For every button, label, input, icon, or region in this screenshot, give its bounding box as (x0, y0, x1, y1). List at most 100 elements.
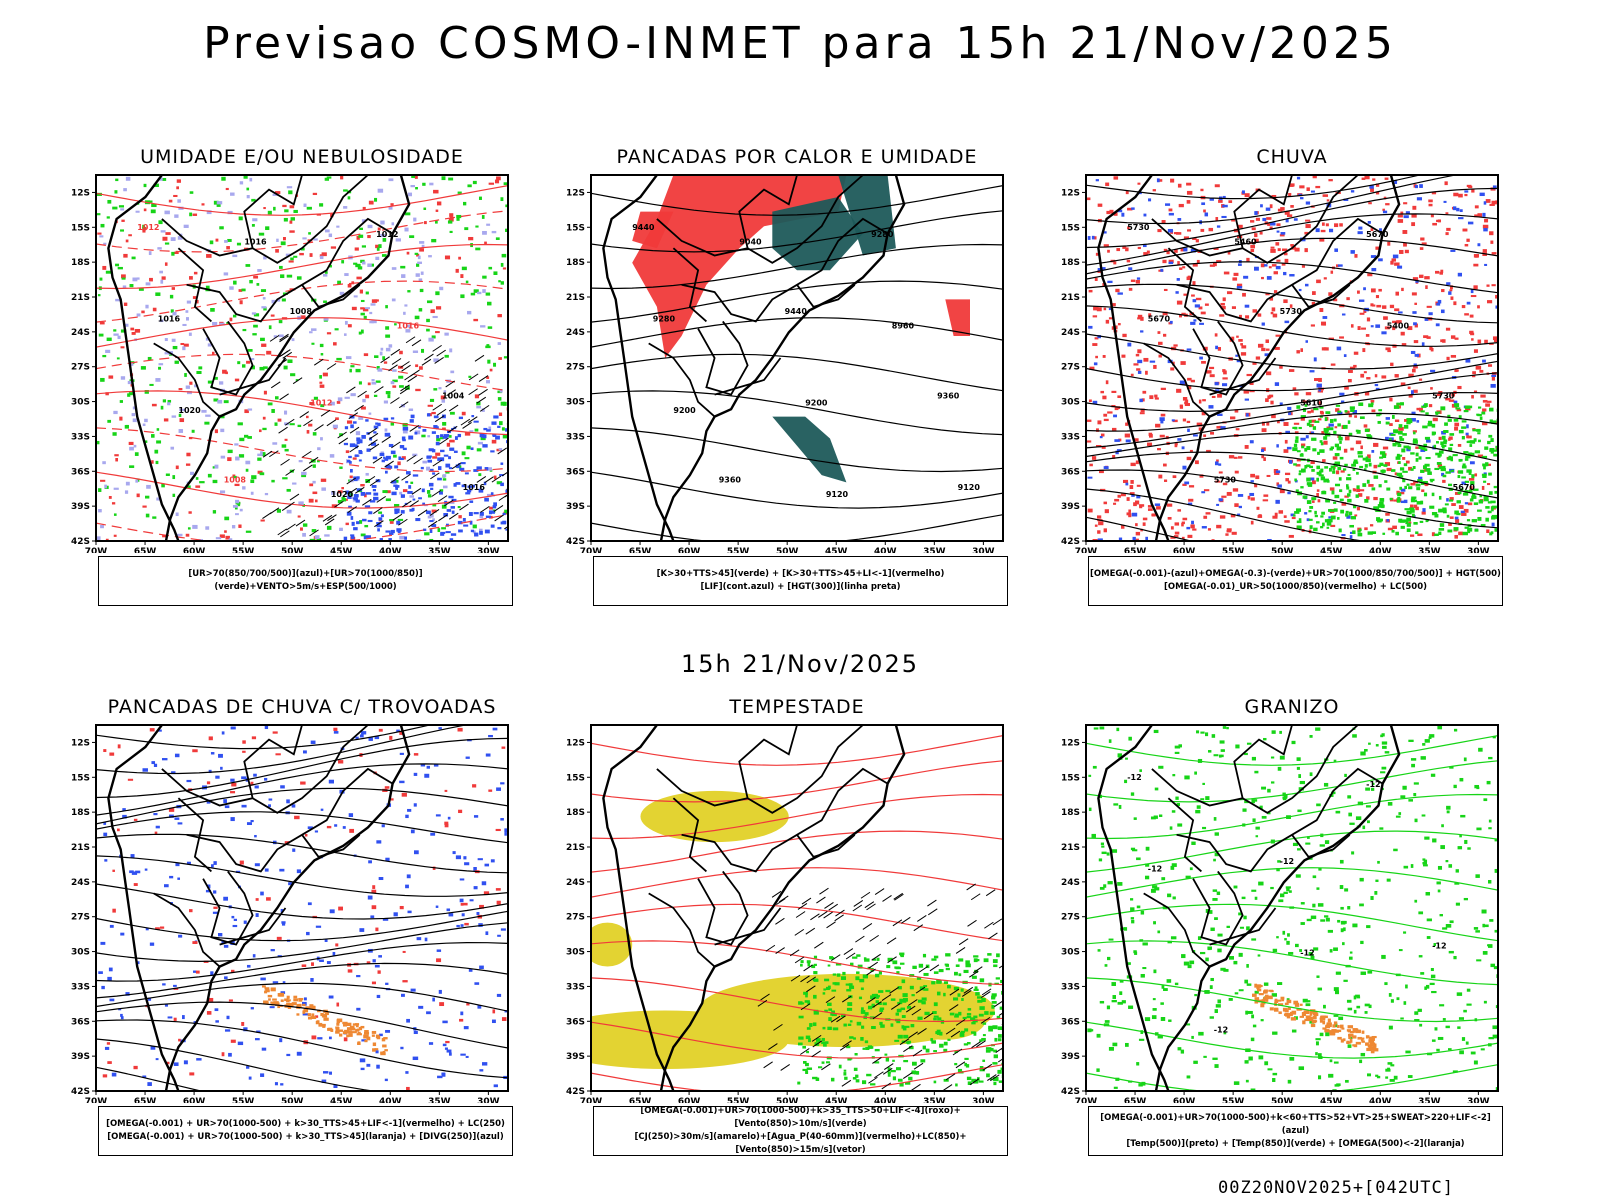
state-border (1291, 284, 1351, 308)
field-dot (1375, 295, 1380, 299)
field-dot (1475, 365, 1482, 370)
field-dot (423, 207, 427, 210)
field-dot (1356, 471, 1359, 475)
field-dot (309, 483, 314, 487)
field-dot (1167, 228, 1173, 233)
field-dot (1351, 851, 1355, 855)
field-dot (1122, 333, 1127, 338)
field-dot (931, 1040, 936, 1044)
field-dot (219, 490, 226, 494)
field-dot (113, 487, 119, 490)
field-dot (471, 415, 475, 418)
field-dot (232, 924, 238, 928)
field-dot (444, 821, 449, 825)
field-dot (459, 898, 464, 903)
field-dot (456, 214, 462, 219)
wind-vector (409, 500, 419, 507)
field-dot (435, 291, 440, 296)
field-dot (448, 913, 454, 917)
field-dot (943, 1078, 949, 1082)
field-dot (1246, 373, 1252, 377)
field-dot (1461, 512, 1467, 516)
field-dot (350, 516, 354, 520)
field-dot (302, 1010, 306, 1014)
field-dot (802, 1068, 808, 1072)
field-dot (1334, 223, 1339, 228)
field-dot (1267, 1068, 1273, 1071)
field-dot (201, 409, 207, 413)
field-dot (460, 294, 465, 299)
field-dot (1111, 999, 1117, 1003)
field-dot (842, 971, 846, 976)
field-dot (1196, 422, 1203, 427)
field-dot (1193, 319, 1197, 322)
wind-vector (434, 357, 444, 364)
lat-tick-label: 18S (566, 808, 585, 818)
field-dot (376, 1064, 380, 1069)
field-dot (1106, 852, 1110, 856)
field-dot (1449, 766, 1454, 769)
field-dot (1474, 450, 1481, 454)
field-dot (1211, 395, 1216, 399)
field-dot (189, 212, 193, 217)
field-dot (1088, 289, 1093, 293)
field-dot (377, 368, 383, 372)
field-dot (1437, 1036, 1444, 1040)
field-dot (242, 328, 247, 332)
field-dot (245, 530, 252, 533)
field-dot (401, 494, 406, 497)
field-dot (1350, 324, 1354, 328)
field-dot (347, 495, 352, 499)
field-dot (1107, 280, 1113, 284)
field-dot (1184, 775, 1190, 780)
field-dot (350, 365, 355, 368)
field-dot (210, 752, 215, 755)
field-dot (1377, 420, 1381, 424)
field-dot (112, 432, 117, 436)
coastline-west (107, 725, 180, 1091)
field-dot (238, 289, 243, 292)
wind-vector (881, 1082, 892, 1090)
field-dot (216, 201, 223, 205)
field-dot (127, 393, 131, 397)
field-dot (1390, 260, 1394, 265)
field-dot (225, 371, 228, 375)
field-dot (133, 444, 137, 448)
field-dot (869, 1083, 876, 1086)
wind-vector (918, 965, 929, 973)
field-dot (1431, 423, 1436, 428)
field-dot (1331, 791, 1336, 795)
field-dot (385, 326, 390, 330)
field-dot (363, 1034, 369, 1039)
field-dot (1178, 744, 1182, 748)
field-dot (362, 518, 367, 522)
field-dot (1300, 437, 1306, 441)
field-dot (319, 384, 325, 388)
field-dot (360, 259, 365, 263)
field-dot (1323, 277, 1327, 280)
field-dot (1481, 455, 1488, 459)
field-dot (224, 805, 230, 809)
field-dot (365, 492, 372, 495)
field-dot (1353, 488, 1357, 492)
contour-label: 1016 (158, 314, 181, 323)
field-dot (1371, 782, 1375, 786)
field-dot (500, 462, 504, 465)
field-dot (1490, 383, 1496, 388)
field-dot (958, 973, 962, 977)
field-dot (1422, 743, 1426, 746)
field-dot (1485, 199, 1491, 203)
field-dot (1365, 805, 1371, 808)
field-dot (378, 511, 383, 514)
field-dot (1198, 1031, 1204, 1036)
field-dot (398, 456, 402, 460)
field-dot (484, 529, 490, 534)
field-dot (314, 1015, 319, 1018)
field-dot (952, 997, 959, 1001)
wind-vector (392, 513, 403, 521)
field-dot (491, 421, 497, 425)
field-dot (1392, 320, 1398, 324)
field-dot (1393, 405, 1400, 409)
field-dot (374, 1048, 379, 1051)
field-dot (892, 1076, 897, 1081)
